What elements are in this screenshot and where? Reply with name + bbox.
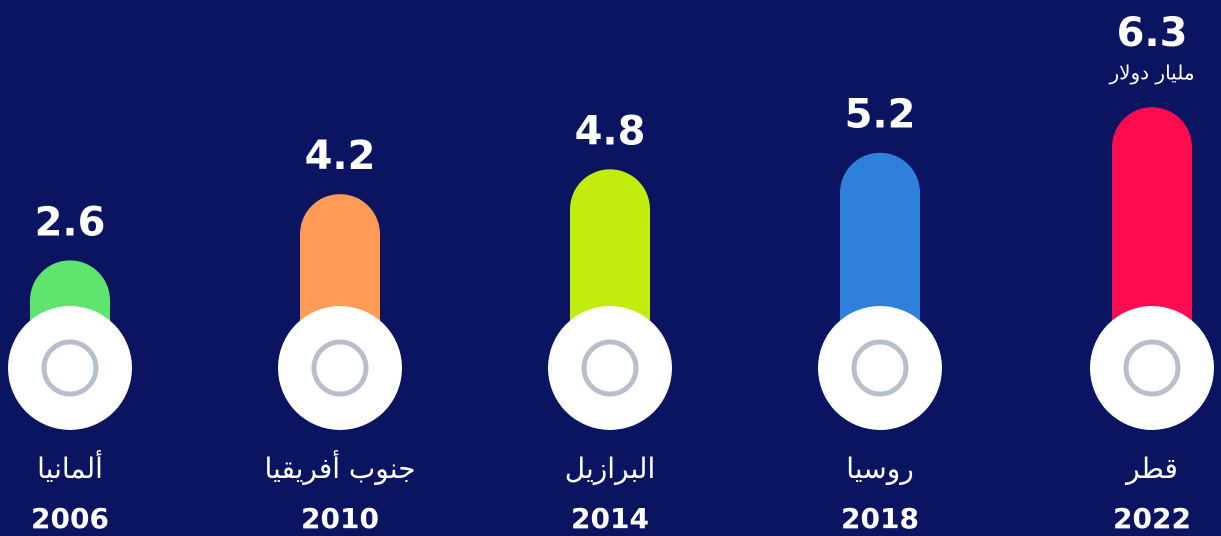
logo xyxy=(41,339,99,397)
logo-badge xyxy=(1090,306,1214,430)
value-label: 2.6 xyxy=(35,199,106,245)
logo xyxy=(851,339,909,397)
unit-label: مليار دولار xyxy=(1108,61,1194,85)
country-label: ألمانيا xyxy=(37,449,103,485)
logo-badge xyxy=(278,306,402,430)
year-label: 2014 xyxy=(571,502,649,535)
bar xyxy=(1112,107,1192,368)
year-label: 2018 xyxy=(841,502,919,535)
country-label: قطر xyxy=(1124,452,1178,485)
value-label: 6.3 xyxy=(1117,10,1188,56)
value-label: 5.2 xyxy=(845,92,916,138)
logo-badge xyxy=(818,306,942,430)
country-label: روسيا xyxy=(846,452,913,485)
year-label: 2006 xyxy=(31,502,109,535)
value-label: 4.8 xyxy=(575,108,646,154)
country-label: جنوب أفريقيا xyxy=(264,449,415,485)
year-label: 2010 xyxy=(301,502,379,535)
logo xyxy=(311,339,369,397)
year-label: 2022 xyxy=(1113,502,1191,535)
logo-badge xyxy=(548,306,672,430)
country-label: البرازيل xyxy=(565,452,656,485)
value-label: 4.2 xyxy=(305,133,376,179)
logo xyxy=(1123,339,1181,397)
logo-badge xyxy=(8,306,132,430)
logo xyxy=(581,339,639,397)
